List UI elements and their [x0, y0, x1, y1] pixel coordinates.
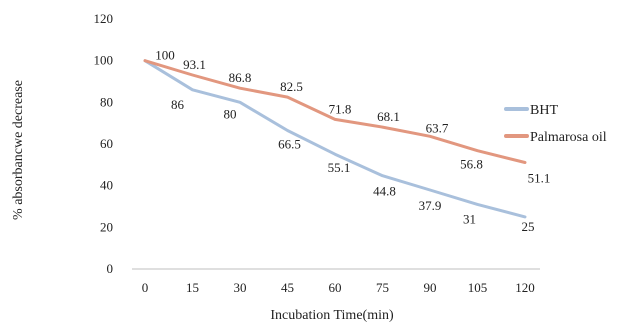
series-lines — [143, 59, 527, 219]
x-axis: 0 15 30 45 60 75 90 105 120 — [142, 280, 535, 295]
data-label: 93.1 — [183, 57, 206, 72]
data-label: 37.9 — [419, 198, 442, 213]
data-label: 56.8 — [460, 157, 483, 172]
data-label: 86 — [171, 97, 185, 112]
y-tick-label: 60 — [100, 136, 113, 151]
x-tick-label: 30 — [234, 280, 247, 295]
data-label: 100 — [155, 48, 175, 63]
series-line-palmarosa-oil — [143, 59, 527, 164]
x-tick-label: 45 — [281, 280, 294, 295]
data-label: 44.8 — [373, 184, 396, 199]
y-tick-label: 0 — [107, 261, 114, 276]
legend-label-bht: BHT — [530, 103, 558, 118]
data-label: 82.5 — [280, 79, 303, 94]
legend: BHT Palmarosa oil — [504, 103, 607, 145]
data-label: 55.1 — [328, 160, 351, 175]
x-tick-label: 15 — [186, 280, 199, 295]
y-tick-label: 20 — [100, 219, 113, 234]
data-label: 71.8 — [329, 101, 352, 116]
x-tick-label: 0 — [142, 280, 149, 295]
legend-label-palmarosa-oil: Palmarosa oil — [530, 130, 607, 145]
y-tick-label: 100 — [94, 53, 114, 68]
data-label: 66.5 — [278, 136, 301, 151]
x-tick-label: 105 — [468, 280, 488, 295]
y-tick-label: 120 — [94, 11, 114, 26]
data-label: 63.7 — [426, 120, 449, 135]
x-axis-title: Incubation Time(min) — [270, 308, 394, 323]
y-axis-title: % absorbancwe decrease — [11, 80, 26, 220]
x-tick-label: 90 — [424, 280, 437, 295]
data-label: 80 — [224, 106, 237, 121]
data-labels: 86 80 66.5 55.1 44.8 37.9 31 25 100 93.1 86.8 82.5 7… — [155, 48, 550, 234]
data-label: 86.8 — [229, 70, 252, 85]
series-line-bht — [143, 59, 527, 219]
y-tick-label: 40 — [100, 178, 113, 193]
y-tick-label: 80 — [100, 94, 113, 109]
x-tick-label: 75 — [376, 280, 389, 295]
data-label: 68.1 — [377, 109, 400, 124]
y-axis: 0 20 40 60 80 100 120 — [94, 11, 114, 276]
data-label: 31 — [463, 211, 476, 226]
x-tick-label: 120 — [515, 280, 535, 295]
data-label: 51.1 — [528, 171, 551, 186]
x-tick-label: 60 — [329, 280, 342, 295]
data-label: 25 — [522, 219, 535, 234]
